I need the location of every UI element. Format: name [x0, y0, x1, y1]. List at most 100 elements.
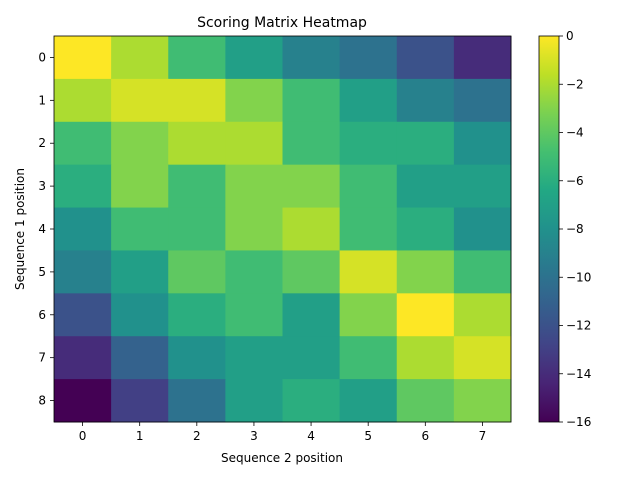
heatmap-cell — [339, 250, 398, 294]
heatmap-cell — [168, 36, 226, 80]
y-tick-label: 2 — [38, 136, 46, 150]
colorbar-tick-label: −14 — [566, 367, 591, 381]
heatmap-cell — [453, 78, 512, 123]
x-tick-label: 0 — [79, 429, 87, 443]
heatmap-cell — [453, 250, 512, 294]
heatmap-cell — [168, 336, 226, 380]
heatmap-cell — [225, 36, 283, 80]
heatmap-cell — [225, 121, 283, 166]
y-tick-label: 0 — [38, 50, 46, 64]
heatmap-cell — [168, 379, 226, 423]
heatmap-cell — [111, 207, 169, 251]
heatmap-cell — [54, 78, 112, 123]
x-tick-label: 5 — [364, 429, 372, 443]
heatmap-cell — [453, 121, 512, 166]
heatmap-cell — [339, 379, 398, 423]
heatmap-cell — [282, 379, 341, 423]
heatmap-cell — [54, 121, 112, 166]
heatmap-cell — [282, 250, 341, 294]
heatmap-cell — [225, 293, 283, 337]
x-axis-ticks: 0 1 2 3 4 5 6 7 — [79, 422, 487, 443]
colorbar — [539, 36, 559, 422]
heatmap-cell — [282, 36, 341, 80]
heatmap-cell — [225, 250, 283, 294]
heatmap-cell — [54, 36, 112, 80]
heatmap-cell — [111, 379, 169, 423]
heatmap-cell — [54, 250, 112, 294]
heatmap-cell — [396, 164, 455, 209]
colorbar-tick-label: −2 — [566, 77, 584, 91]
heatmap-cell — [168, 293, 226, 337]
heatmap-cell — [396, 78, 455, 123]
heatmap-cell — [282, 293, 341, 337]
heatmap-cell — [453, 164, 512, 209]
heatmap-cell — [225, 164, 283, 209]
heatmap-cell — [54, 379, 112, 423]
x-tick-label: 4 — [307, 429, 315, 443]
y-tick-label: 3 — [38, 179, 46, 193]
heatmap-cell — [339, 207, 398, 251]
heatmap-cell — [111, 250, 169, 294]
heatmap-cell — [396, 36, 455, 80]
heatmap-cell — [453, 336, 512, 380]
heatmap-cell — [396, 207, 455, 251]
heatmap-cell — [54, 293, 112, 337]
heatmap-cell — [111, 78, 169, 123]
heatmap-cell — [339, 78, 398, 123]
heatmap-cell — [339, 36, 398, 80]
x-axis-title: Sequence 2 position — [221, 451, 343, 465]
heatmap-cell — [396, 293, 455, 337]
heatmap-cell — [111, 36, 169, 80]
heatmap-cell — [282, 78, 341, 123]
heatmap-cell — [282, 121, 341, 166]
heatmap-cell — [168, 78, 226, 123]
chart-title: Scoring Matrix Heatmap — [197, 15, 367, 31]
heatmap-cell — [396, 121, 455, 166]
heatmap-cell — [225, 78, 283, 123]
y-axis-ticks: 0 1 2 3 4 5 6 7 8 — [38, 50, 54, 408]
heatmap-cell — [282, 164, 341, 209]
heatmap-cell — [453, 36, 512, 80]
y-tick-label: 8 — [38, 394, 46, 408]
y-tick-label: 6 — [38, 308, 46, 322]
heatmap-cell — [111, 293, 169, 337]
heatmap-cell — [168, 121, 226, 166]
heatmap-cell — [225, 379, 283, 423]
colorbar-tick-label: 0 — [566, 29, 574, 43]
heatmap-cell — [396, 336, 455, 380]
colorbar-tick-label: −12 — [566, 319, 591, 333]
heatmap-cell — [396, 250, 455, 294]
heatmap-cell — [168, 250, 226, 294]
colorbar-tick-label: −10 — [566, 270, 591, 284]
colorbar-tick-label: −8 — [566, 222, 584, 236]
heatmap-cells — [54, 36, 512, 423]
heatmap-cell — [453, 293, 512, 337]
heatmap-cell — [168, 164, 226, 209]
x-tick-label: 6 — [421, 429, 429, 443]
heatmap-cell — [225, 336, 283, 380]
y-axis-title: Sequence 1 position — [13, 168, 27, 290]
colorbar-ticks: 0 −2 −4 −6 −8 −10 −12 −14 −16 — [559, 29, 591, 429]
colorbar-tick-label: −6 — [566, 174, 584, 188]
x-tick-label: 7 — [479, 429, 487, 443]
heatmap-cell — [453, 379, 512, 423]
x-tick-label: 3 — [250, 429, 258, 443]
colorbar-tick-label: −16 — [566, 415, 591, 429]
y-tick-label: 1 — [38, 93, 46, 107]
x-tick-label: 1 — [136, 429, 144, 443]
heatmap-cell — [168, 207, 226, 251]
y-tick-label: 4 — [38, 222, 46, 236]
y-tick-label: 7 — [38, 351, 46, 365]
heatmap-cell — [54, 207, 112, 251]
y-tick-label: 5 — [38, 265, 46, 279]
heatmap-cell — [54, 164, 112, 209]
heatmap-cell — [282, 207, 341, 251]
heatmap-cell — [111, 336, 169, 380]
heatmap-cell — [111, 164, 169, 209]
heatmap-cell — [111, 121, 169, 166]
heatmap-cell — [339, 164, 398, 209]
heatmap-cell — [339, 336, 398, 380]
heatmap-cell — [54, 336, 112, 380]
